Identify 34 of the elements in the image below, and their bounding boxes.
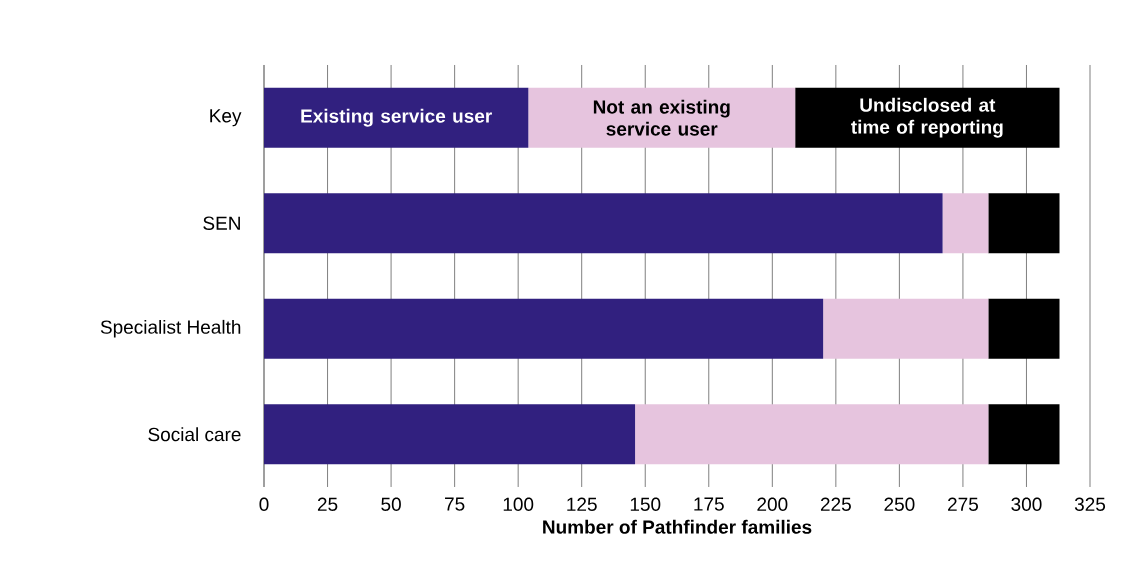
x-tick-label: 275 [948,497,978,511]
y-tick-label: Social care [148,427,241,442]
x-tick-label: 175 [694,497,724,511]
x-tick-label: 0 [259,497,269,511]
series-label: Undisclosed at time of reporting [851,97,1003,138]
bar [988,193,1060,254]
bar [264,404,636,465]
x-tick-label: 325 [1074,497,1106,511]
x-tick-label: 200 [757,497,788,511]
bar [264,87,529,148]
bar [264,298,824,359]
x-tick-label: 150 [630,497,661,511]
bar [264,193,943,254]
x-tick-label: 25 [317,497,338,511]
x-axis-title: Number of Pathfinder families [543,519,812,534]
bar [823,298,989,359]
bar [635,404,989,465]
x-tick-label: 225 [820,497,851,511]
series-label: Not an existing service user [593,99,730,136]
bar [942,193,989,254]
x-tick-label: 100 [503,497,534,511]
bar [988,298,1060,359]
y-tick-label: Key [210,109,242,127]
y-tick-label: SEN [203,216,240,230]
y-tick-label: Specialist Health [100,319,241,338]
x-tick-label: 75 [445,497,465,511]
x-tick-label: 250 [884,497,915,511]
x-tick-label: 125 [567,497,597,511]
x-tick-label: 50 [381,497,401,511]
bar [795,87,1060,148]
series-label: Existing service user [301,108,492,127]
bar [528,87,796,148]
x-tick-label: 300 [1011,497,1042,511]
bar [988,404,1060,465]
